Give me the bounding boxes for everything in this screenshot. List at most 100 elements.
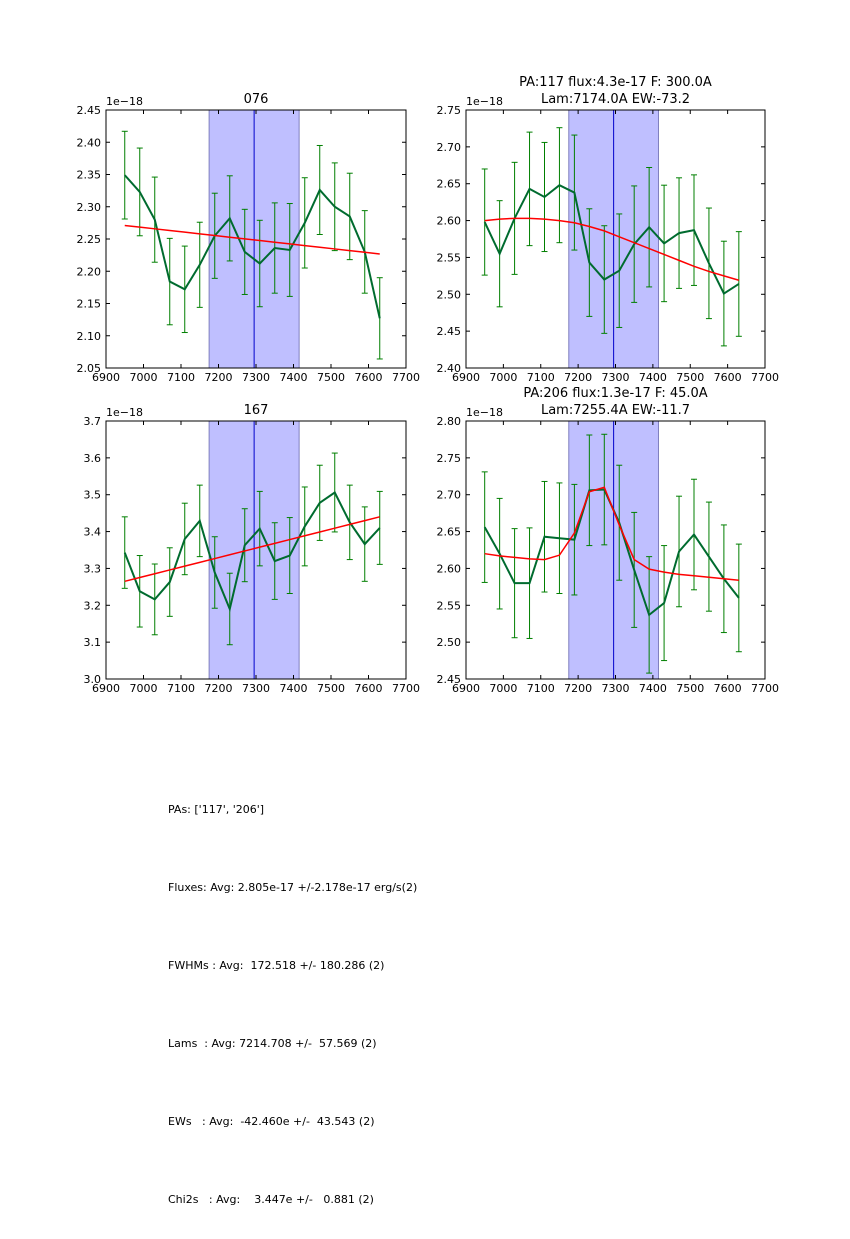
subplot-title: PA:117 flux:4.3e-17 F: 300.0A [519, 75, 712, 90]
y-tick-label: 2.50 [437, 636, 462, 649]
summary-chi2s: Chi2s : Avg: 3.447e +/- 0.881 (2) [168, 1193, 374, 1206]
x-tick-label: 7300 [242, 371, 270, 384]
y-tick-label: 2.80 [437, 415, 462, 428]
summary-lams: Lams : Avg: 7214.708 +/- 57.569 (2) [168, 1037, 377, 1050]
x-tick-label: 7400 [639, 682, 667, 695]
summary-pas: PAs: ['117', '206'] [168, 803, 265, 816]
y-tick-label: 2.20 [77, 265, 102, 278]
x-tick-label: 7100 [527, 682, 555, 695]
y-tick-label: 2.70 [437, 141, 462, 154]
y-tick-label: 2.75 [437, 452, 462, 465]
summary-fwhms: FWHMs : Avg: 172.518 +/- 180.286 (2) [168, 959, 385, 972]
summary-fluxes: Fluxes: Avg: 2.805e-17 +/-2.178e-17 erg/… [168, 881, 418, 894]
y-tick-label: 2.75 [437, 104, 462, 117]
x-tick-label: 7000 [489, 371, 517, 384]
x-tick-label: 7200 [205, 371, 233, 384]
x-tick-label: 7600 [355, 682, 383, 695]
x-tick-label: 6900 [92, 371, 120, 384]
errorbar [121, 516, 128, 589]
x-tick-label: 6900 [452, 682, 480, 695]
subplot-title: 167 [244, 403, 269, 418]
y-tick-label: 2.60 [437, 215, 462, 228]
summary-stats: PAs: ['117', '206'] Fluxes: Avg: 2.805e-… [168, 745, 417, 1239]
fit-series-line [484, 486, 739, 581]
x-tick-label: 7700 [392, 371, 420, 384]
x-tick-label: 7600 [714, 682, 742, 695]
x-tick-label: 7400 [639, 371, 667, 384]
y-tick-label: 3.0 [84, 673, 102, 686]
y-tick-label: 3.6 [84, 452, 102, 465]
subplot-title: 076 [244, 92, 269, 107]
subplot-167: 6900 7000 7100 7200 7300 7400 7500 7600 7700 3.0 3… [84, 403, 421, 695]
fit-series-line [124, 516, 380, 583]
y-tick-label: 2.50 [437, 288, 462, 301]
x-tick-label: 7100 [527, 371, 555, 384]
y-tick-label: 2.30 [77, 201, 102, 214]
x-tick-label: 7000 [130, 682, 158, 695]
y-offset-label: 1e−18 [466, 95, 503, 108]
errorbar [376, 277, 383, 360]
subplot-076: 6900 7000 7100 7200 7300 7400 7500 7600 7700 2.05… [77, 92, 421, 384]
x-tick-label: 7200 [564, 682, 592, 695]
data-series-line [124, 174, 381, 319]
y-tick-label: 2.25 [77, 233, 102, 246]
y-tick-label: 2.60 [437, 562, 462, 575]
errorbar [735, 231, 742, 337]
x-tick-label: 7700 [392, 682, 420, 695]
y-tick-label: 2.45 [437, 325, 462, 338]
x-tick-label: 7300 [602, 682, 630, 695]
y-tick-label: 2.65 [437, 526, 462, 539]
y-tick-label: 3.1 [84, 636, 102, 649]
x-tick-label: 7100 [167, 682, 195, 695]
y-tick-label: 2.55 [437, 599, 462, 612]
y-tick-label: 2.45 [437, 673, 462, 686]
x-tick-label: 7400 [280, 682, 308, 695]
x-tick-label: 7100 [167, 371, 195, 384]
y-tick-label: 2.35 [77, 169, 102, 182]
y-tick-label: 3.5 [84, 489, 102, 502]
y-tick-label: 2.10 [77, 330, 102, 343]
x-tick-label: 7700 [751, 682, 779, 695]
y-tick-label: 3.2 [84, 599, 102, 612]
y-tick-label: 3.3 [84, 562, 102, 575]
fit-series-line [124, 224, 380, 255]
data-series-line [483, 184, 740, 295]
x-tick-label: 7600 [355, 371, 383, 384]
y-tick-label: 2.70 [437, 489, 462, 502]
x-tick-label: 7700 [751, 371, 779, 384]
x-tick-label: 7500 [317, 682, 345, 695]
x-tick-label: 7300 [242, 682, 270, 695]
x-tick-label: 7000 [489, 682, 517, 695]
subplot-title: Lam:7255.4A EW:-11.7 [541, 403, 690, 418]
x-tick-label: 7000 [130, 371, 158, 384]
data-series-line [123, 491, 381, 613]
fit-series-line [484, 217, 740, 281]
y-offset-label: 1e−18 [466, 406, 503, 419]
y-tick-label: 2.40 [77, 136, 102, 149]
subplot-pa206: 6900 7000 7100 7200 7300 7400 7500 7600 7700 2.45… [437, 386, 780, 695]
x-tick-label: 6900 [92, 682, 120, 695]
y-offset-label: 1e−18 [106, 406, 143, 419]
x-tick-label: 7600 [714, 371, 742, 384]
subplot-pa117: 6900 7000 7100 7200 7300 7400 7500 7600 7700 2.40… [437, 75, 780, 384]
y-tick-label: 2.15 [77, 298, 102, 311]
y-tick-label: 2.55 [437, 251, 462, 264]
x-tick-label: 6900 [452, 371, 480, 384]
x-tick-label: 7200 [205, 682, 233, 695]
x-tick-label: 7200 [564, 371, 592, 384]
subplot-title: Lam:7174.0A EW:-73.2 [541, 92, 690, 107]
x-tick-label: 7500 [676, 682, 704, 695]
subplot-title: PA:206 flux:1.3e-17 F: 45.0A [523, 386, 707, 401]
y-tick-label: 3.4 [84, 526, 102, 539]
x-tick-label: 7500 [676, 371, 704, 384]
y-tick-label: 2.45 [77, 104, 102, 117]
y-offset-label: 1e−18 [106, 95, 143, 108]
y-tick-label: 2.65 [437, 178, 462, 191]
summary-ews: EWs : Avg: -42.460e +/- 43.543 (2) [168, 1115, 375, 1128]
y-tick-label: 2.40 [437, 362, 462, 375]
x-tick-label: 7300 [602, 371, 630, 384]
x-tick-label: 7400 [280, 371, 308, 384]
x-tick-label: 7500 [317, 371, 345, 384]
y-tick-label: 3.7 [84, 415, 102, 428]
y-tick-label: 2.05 [77, 362, 102, 375]
